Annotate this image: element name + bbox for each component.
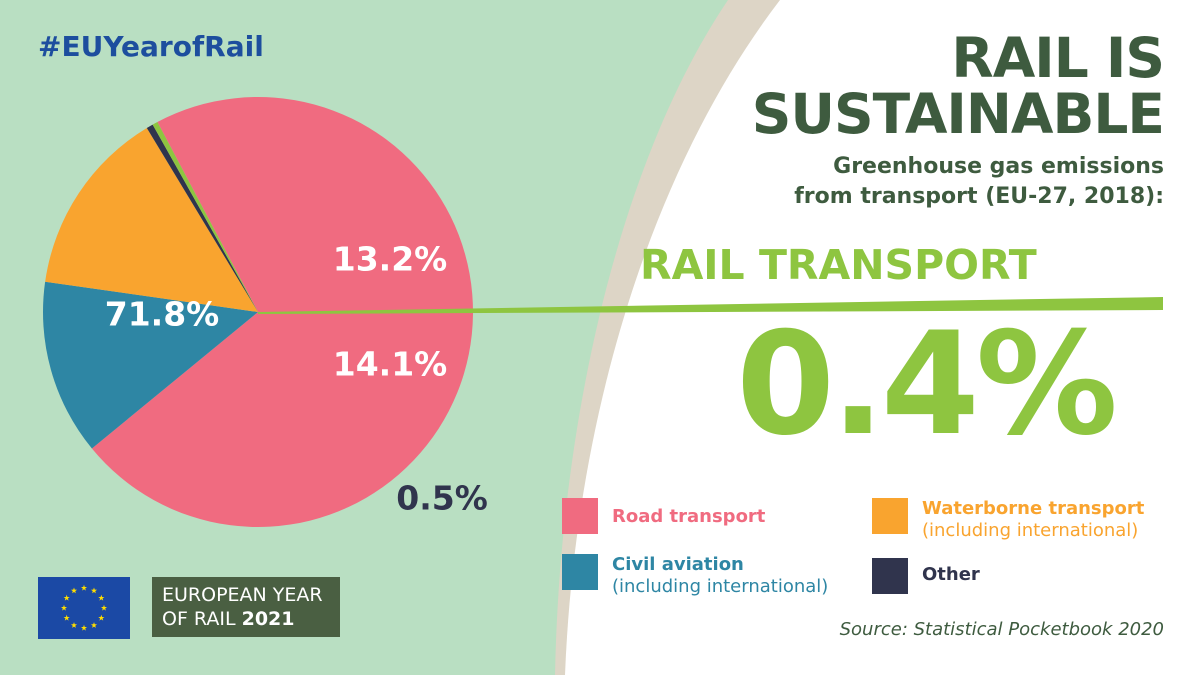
pie-slice-other — [146, 124, 258, 312]
rail-transport-label: RAIL TRANSPORT — [640, 241, 1037, 289]
legend-label-civil-aviation: Civil aviation — [612, 554, 744, 575]
eu-star-icon — [80, 624, 88, 631]
pie-label-civil-aviation: 13.2% — [333, 240, 448, 279]
legend-item-other: Other — [872, 558, 980, 594]
legend-item-road-transport: Road transport — [562, 498, 765, 534]
eu-star-icon — [63, 594, 70, 601]
chart-legend: Road transport Civil aviation (including… — [562, 498, 1182, 608]
rail-transport-value: 0.4% — [736, 302, 1118, 467]
eu-star-icon — [80, 584, 88, 591]
eu-star-icon — [63, 614, 70, 621]
rail-transport-pointer-line — [258, 297, 1163, 314]
eu-star-icon — [60, 604, 68, 611]
legend-item-waterborne-transport: Waterborne transport (including internat… — [872, 498, 1144, 542]
chart-subtitle: Greenhouse gas emissions from transport … — [794, 152, 1164, 212]
subtitle-line-1: Greenhouse gas emissions — [833, 154, 1164, 179]
legend-item-civil-aviation: Civil aviation (including international) — [562, 554, 828, 598]
legend-label-waterborne-transport: Waterborne transport — [922, 498, 1145, 519]
legend-swatch-road-transport — [562, 498, 598, 534]
eu-star-icon — [70, 622, 78, 628]
legend-swatch-civil-aviation — [562, 554, 598, 590]
title-line-2: SUSTAINABLE — [751, 82, 1165, 146]
legend-label-other: Other — [922, 564, 980, 585]
legend-swatch-other — [872, 558, 908, 594]
legend-swatch-waterborne-transport — [872, 498, 908, 534]
legend-note-waterborne-transport: (including international) — [922, 520, 1139, 541]
eu-star-icon — [70, 587, 78, 594]
hashtag: #EUYearofRail — [38, 30, 264, 63]
eu-star-icon — [98, 594, 105, 601]
eu-stars-icon — [60, 584, 108, 631]
pie-slice-civil-aviation — [42, 281, 258, 449]
badge-line-2: OF RAIL — [162, 608, 236, 630]
eu-star-icon — [100, 604, 108, 611]
legend-label-road-transport: Road transport — [612, 506, 766, 527]
pie-label-road-transport: 71.8% — [105, 295, 220, 334]
white-panel-shape — [565, 0, 1200, 675]
pie-slice-waterborne-transport — [45, 127, 258, 312]
subtitle-line-2: from transport (EU-27, 2018): — [794, 184, 1164, 209]
eu-star-icon — [98, 614, 105, 621]
european-year-of-rail-badge: EUROPEAN YEAR OF RAIL 2021 — [152, 577, 340, 637]
title-line-1: RAIL IS — [951, 26, 1165, 90]
eu-star-icon — [90, 622, 98, 628]
pie-slice-rail-transport — [152, 121, 258, 313]
source-note: Source: Statistical Pocketbook 2020 — [839, 619, 1164, 640]
pie-label-waterborne-transport: 14.1% — [333, 345, 448, 384]
badge-year: 2021 — [241, 608, 295, 630]
eu-flag-icon — [38, 577, 130, 639]
page-title: RAIL IS SUSTAINABLE — [752, 30, 1165, 142]
badge-line-1: EUROPEAN YEAR — [162, 584, 323, 606]
eu-star-icon — [90, 587, 98, 594]
legend-note-civil-aviation: (including international) — [612, 576, 829, 597]
pie-label-other: 0.5% — [396, 479, 488, 518]
